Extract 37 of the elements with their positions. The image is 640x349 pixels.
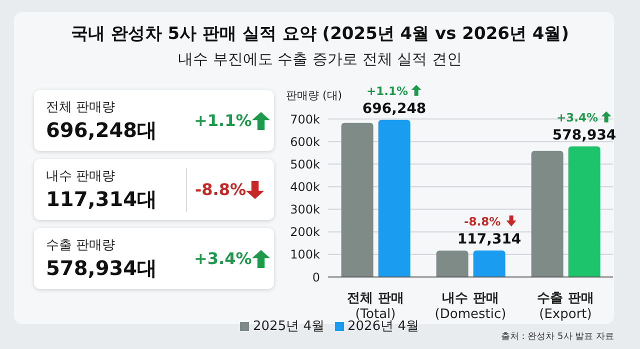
text: -8.8%: [195, 180, 246, 199]
text: +3.4%: [194, 249, 252, 268]
y-axis-title: 판매량 (대): [286, 88, 342, 103]
data-label: 578,934: [552, 127, 616, 144]
chart-subtitle: 내수 부진에도 수출 증가로 전체 실적 견인: [177, 50, 463, 69]
bar: [531, 150, 564, 277]
annotation: -8.8%: [464, 214, 502, 229]
source-note: 출처 : 완성차 5사 발표 자료: [500, 331, 614, 343]
legend-label: 2025년 4월: [253, 319, 324, 334]
text: 수출 판매량: [46, 236, 116, 254]
text: 전체 판매량: [46, 98, 116, 116]
y-tick-label: 200k: [290, 225, 320, 240]
bar: [378, 120, 410, 277]
text: 117,314대: [46, 186, 158, 212]
y-tick-label: 500k: [290, 157, 320, 172]
y-tick-label: 0: [312, 270, 320, 284]
text: +1.1%: [194, 111, 252, 130]
annotation: +3.4%: [556, 110, 599, 124]
bar: [341, 122, 374, 277]
y-tick-label: 100k: [290, 248, 320, 262]
text: 578,934대: [46, 254, 158, 280]
y-tick-label: 400k: [290, 180, 320, 194]
text: 내수 판매량: [46, 168, 116, 186]
bar: [436, 250, 468, 277]
data-label: 696,248: [362, 100, 426, 117]
y-tick-label: 300k: [290, 202, 320, 217]
x-tick-label: 내수 판매 (Domestic): [434, 291, 506, 322]
chart-title: 국내 완성차 5사 판매 실적 요약 (2025년 4월 vs 2026년 4월): [70, 23, 570, 45]
y-tick-label: 700k: [290, 112, 320, 126]
y-tick-label: 600k: [290, 134, 320, 149]
data-label: 117,314: [457, 232, 522, 248]
x-tick-label: 수출 판매 (Export): [537, 291, 594, 322]
text: +1.1%: [366, 84, 409, 98]
bar: [473, 250, 506, 277]
text: 696,248대: [46, 116, 158, 142]
bar: [568, 146, 600, 277]
legend-label: 2026년 4월: [348, 319, 419, 334]
